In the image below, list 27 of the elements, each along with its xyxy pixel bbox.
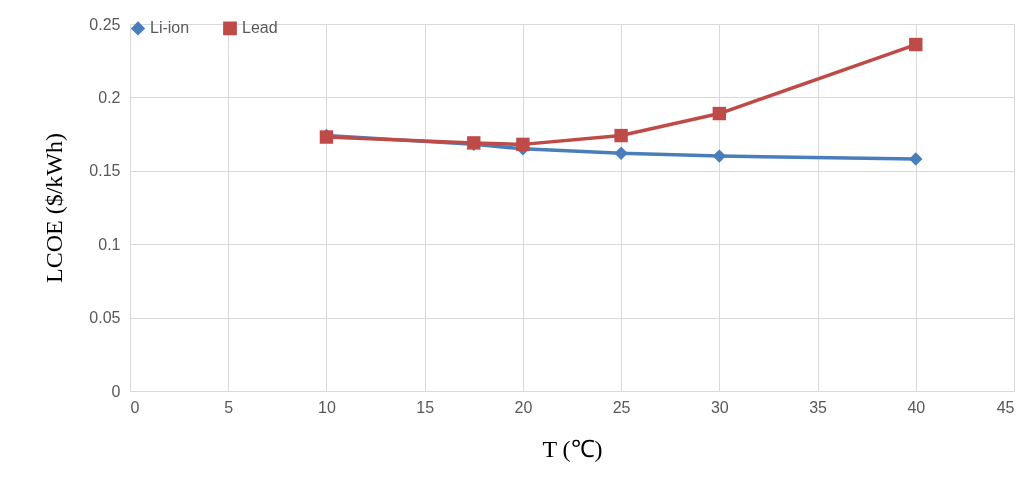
x-tick-label: 30	[710, 398, 729, 416]
point	[516, 137, 530, 152]
x-tick-label: 5	[224, 398, 234, 416]
legend-label: Li-ion	[150, 19, 190, 37]
point	[909, 37, 923, 52]
x-tick-label: 20	[514, 398, 533, 416]
y-tick-label: 0.2	[98, 88, 121, 106]
point	[712, 106, 727, 121]
y-tick-label: 0	[111, 382, 121, 400]
x-tick-label: 10	[318, 398, 336, 416]
point	[909, 152, 923, 166]
point	[614, 146, 628, 160]
x-tick-label: 0	[130, 398, 140, 416]
y-tick-label: 0.25	[89, 15, 121, 33]
legend-label: Lead	[242, 19, 278, 37]
y-tick-label: 0.1	[98, 235, 121, 253]
y-tick-label: 0.05	[89, 309, 121, 327]
x-tick-label: 35	[809, 398, 828, 416]
point	[614, 128, 628, 143]
y-axis-title: LCOE ($/kWh)	[41, 133, 68, 283]
x-tick-label: 15	[416, 398, 435, 416]
x-tick-label: 40	[907, 398, 926, 416]
y-tick-label: 0.15	[89, 162, 121, 180]
point	[712, 149, 727, 163]
x-tick-label: 25	[612, 398, 631, 416]
x-axis-title: T (℃)	[542, 435, 603, 462]
x-tick-label: 45	[996, 398, 1015, 416]
